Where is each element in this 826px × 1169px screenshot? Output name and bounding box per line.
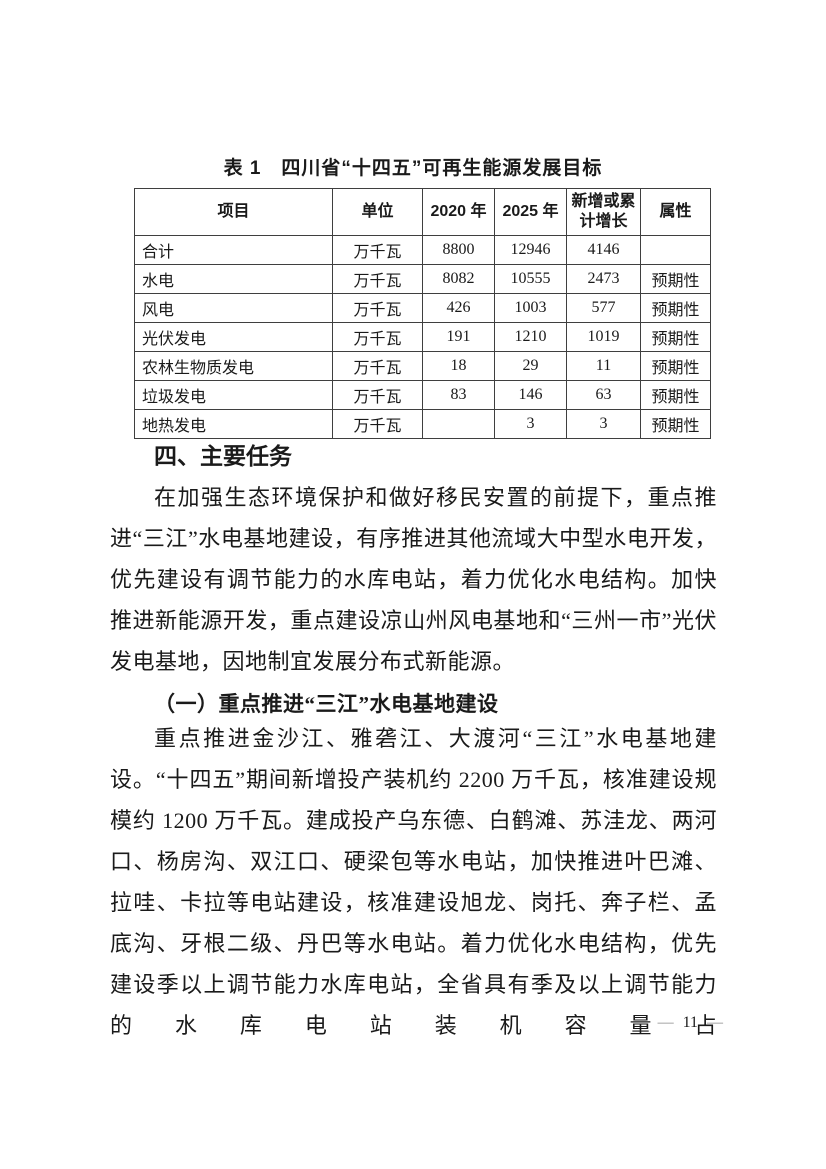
paragraph-sanjiang-hydro: 重点推进金沙江、雅砻江、大渡河“三江”水电基地建设。“十四五”期间新增投产装机约… <box>110 726 717 1038</box>
cell-unit: 万千瓦 <box>332 235 423 265</box>
header-item: 项目 <box>134 188 333 236</box>
cell-item: 垃圾发电 <box>134 380 333 410</box>
cell-item: 地热发电 <box>134 409 333 439</box>
cell-2025: 12946 <box>494 235 567 265</box>
footer-dash-left: — <box>657 1014 674 1031</box>
cell-unit: 万千瓦 <box>332 380 423 410</box>
cell-attribute: 预期性 <box>640 409 711 439</box>
cell-2020 <box>422 409 495 439</box>
cell-attribute: 预期性 <box>640 351 711 381</box>
cell-2020: 83 <box>422 380 495 410</box>
cell-2025: 29 <box>494 351 567 381</box>
table-row: 光伏发电 万千瓦 191 1210 1019 预期性 <box>134 322 711 352</box>
cell-item: 合计 <box>134 235 333 265</box>
cell-2020: 8082 <box>422 264 495 294</box>
cell-attribute <box>640 235 711 265</box>
cell-attribute: 预期性 <box>640 322 711 352</box>
footer-dash-right: — <box>707 1014 723 1031</box>
cell-growth: 11 <box>566 351 641 381</box>
paragraph-overview: 在加强生态环境保护和做好移民安置的前提下，重点推进“三江”水电基地建设，有序推进… <box>110 485 717 674</box>
header-growth: 新增或累计增长 <box>566 188 641 236</box>
table-row: 地热发电 万千瓦 3 3 预期性 <box>134 409 711 439</box>
table-row: 合计 万千瓦 8800 12946 4146 <box>134 235 711 265</box>
cell-2020: 18 <box>422 351 495 381</box>
header-2025: 2025 年 <box>494 188 567 236</box>
section-heading: 四、主要任务 <box>154 443 292 469</box>
cell-item: 风电 <box>134 293 333 323</box>
cell-2025: 1210 <box>494 322 567 352</box>
cell-2020: 191 <box>422 322 495 352</box>
table-row: 农林生物质发电 万千瓦 18 29 11 预期性 <box>134 351 711 381</box>
cell-2025: 1003 <box>494 293 567 323</box>
renewable-energy-goals-table: 项目 单位 2020 年 2025 年 新增或累计增长 属性 合计 万千瓦 88… <box>134 188 711 439</box>
cell-growth: 2473 <box>566 264 641 294</box>
header-attribute: 属性 <box>640 188 711 236</box>
table-row: 风电 万千瓦 426 1003 577 预期性 <box>134 293 711 323</box>
cell-growth: 577 <box>566 293 641 323</box>
cell-item: 水电 <box>134 264 333 294</box>
subsection-heading: （一）重点推进“三江”水电基地建设 <box>154 692 499 716</box>
header-unit: 单位 <box>332 188 423 236</box>
cell-growth: 3 <box>566 409 641 439</box>
cell-growth: 4146 <box>566 235 641 265</box>
table-row: 水电 万千瓦 8082 10555 2473 预期性 <box>134 264 711 294</box>
cell-attribute: 预期性 <box>640 264 711 294</box>
cell-attribute: 预期性 <box>640 293 711 323</box>
cell-item: 农林生物质发电 <box>134 351 333 381</box>
cell-2025: 3 <box>494 409 567 439</box>
cell-unit: 万千瓦 <box>332 322 423 352</box>
table-row: 垃圾发电 万千瓦 83 146 63 预期性 <box>134 380 711 410</box>
cell-unit: 万千瓦 <box>332 409 423 439</box>
page-number: — 11 — <box>658 1013 723 1033</box>
cell-unit: 万千瓦 <box>332 264 423 294</box>
cell-growth: 63 <box>566 380 641 410</box>
header-2020: 2020 年 <box>422 188 495 236</box>
cell-2025: 10555 <box>494 264 567 294</box>
cell-2020: 8800 <box>422 235 495 265</box>
table-header-row: 项目 单位 2020 年 2025 年 新增或累计增长 属性 <box>134 188 711 236</box>
footer-page-number: 11 <box>682 1014 698 1031</box>
cell-unit: 万千瓦 <box>332 351 423 381</box>
cell-growth: 1019 <box>566 322 641 352</box>
cell-2020: 426 <box>422 293 495 323</box>
cell-unit: 万千瓦 <box>332 293 423 323</box>
table-title: 表 1 四川省“十四五”可再生能源发展目标 <box>223 158 603 179</box>
cell-2025: 146 <box>494 380 567 410</box>
cell-attribute: 预期性 <box>640 380 711 410</box>
cell-item: 光伏发电 <box>134 322 333 352</box>
